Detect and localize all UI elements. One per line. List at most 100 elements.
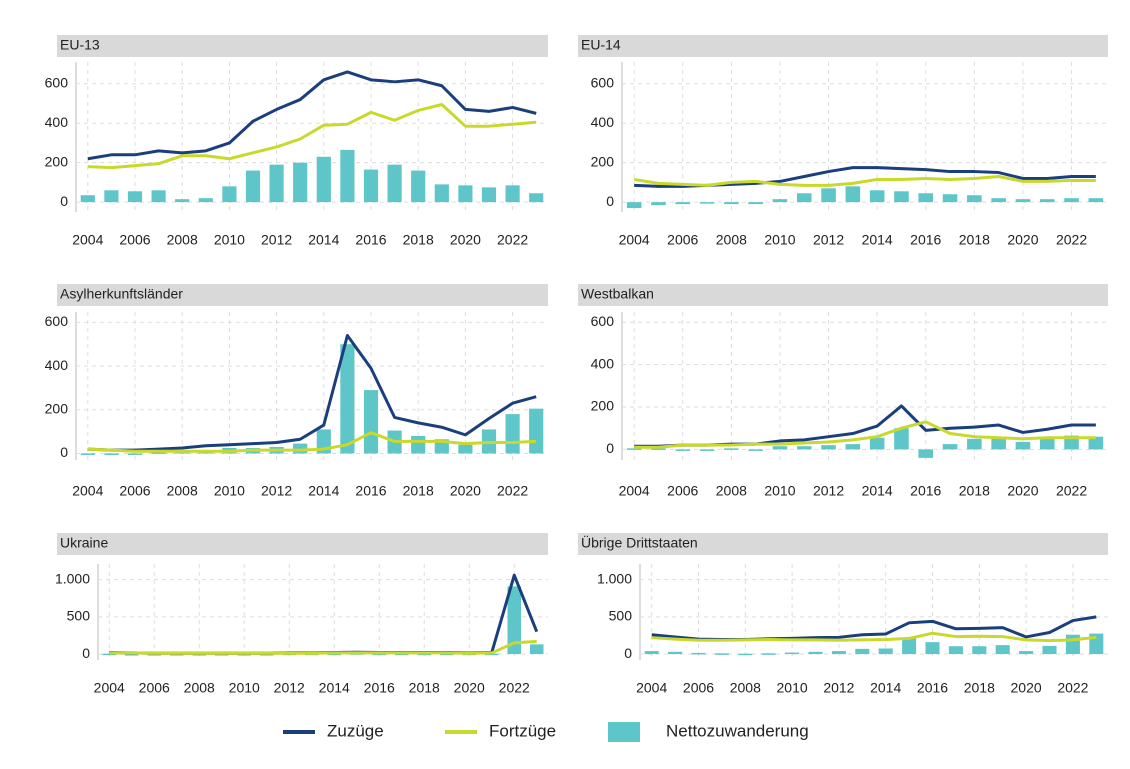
bar (363, 169, 379, 203)
bar (387, 164, 402, 203)
bar (845, 444, 861, 450)
bar (363, 390, 379, 454)
bar (481, 187, 497, 203)
x-tick-label: 2008 (716, 483, 747, 499)
series-line (87, 333, 537, 452)
bar (995, 645, 1010, 655)
panel-header (57, 284, 548, 306)
bar (699, 202, 715, 204)
x-tick-label: 2014 (862, 483, 893, 499)
bar (821, 188, 836, 203)
bar (1042, 645, 1057, 655)
bar (796, 446, 812, 450)
x-tick-label: 2022 (497, 232, 528, 248)
bar (1019, 651, 1034, 655)
bar (831, 651, 846, 655)
series-line (87, 431, 537, 453)
bar (458, 185, 473, 203)
bar (1015, 441, 1031, 450)
y-tick-label: 200 (45, 153, 69, 169)
bar (411, 170, 426, 203)
bar (845, 186, 861, 203)
x-tick-label: 2004 (72, 483, 103, 499)
bar (411, 435, 426, 454)
bar (668, 651, 683, 655)
x-tick-label: 2016 (355, 483, 386, 499)
bar (1088, 198, 1104, 203)
bar (293, 443, 308, 454)
x-tick-label: 2008 (716, 232, 747, 248)
x-tick-label: 2018 (409, 680, 440, 696)
bar (80, 195, 95, 203)
x-tick-label: 2016 (355, 232, 386, 248)
bar (675, 202, 691, 205)
x-tick-label: 2020 (454, 680, 485, 696)
bar (942, 194, 958, 203)
panel-header (57, 35, 548, 57)
x-tick-label: 2014 (308, 483, 339, 499)
bar (434, 184, 449, 203)
series-line (651, 615, 1097, 642)
x-tick-label: 2006 (667, 483, 698, 499)
series-line (87, 70, 537, 161)
x-tick-label: 2022 (1056, 232, 1087, 248)
x-tick-label: 2010 (764, 232, 795, 248)
bar (507, 586, 521, 655)
bar (821, 445, 836, 450)
bar (748, 449, 763, 451)
bar (714, 653, 729, 655)
bar (316, 156, 331, 203)
y-tick-label: 1.000 (597, 570, 632, 586)
y-tick-label: 400 (591, 114, 615, 130)
bar (972, 646, 987, 655)
x-tick-label: 2012 (823, 680, 854, 696)
bar (748, 202, 763, 205)
bar (942, 444, 958, 450)
y-tick-label: 0 (606, 193, 614, 209)
x-tick-label: 2018 (959, 483, 990, 499)
bar (925, 642, 940, 655)
bar (644, 651, 659, 655)
bar (1015, 199, 1031, 203)
bar (724, 202, 739, 205)
x-tick-label: 2020 (1007, 483, 1038, 499)
panel-header (57, 533, 548, 555)
x-tick-label: 2020 (450, 483, 481, 499)
panel-title: Asylherkunftsländer (60, 286, 183, 302)
legend-label: Fortzüge (489, 721, 556, 740)
bar (675, 449, 691, 451)
x-tick-label: 2020 (450, 232, 481, 248)
x-tick-label: 2014 (870, 680, 901, 696)
x-tick-label: 2006 (139, 680, 170, 696)
y-tick-label: 600 (45, 313, 69, 329)
x-tick-label: 2010 (229, 680, 260, 696)
bar (127, 453, 143, 455)
x-tick-label: 2008 (167, 483, 198, 499)
y-tick-label: 200 (591, 153, 615, 169)
x-tick-label: 2016 (910, 483, 941, 499)
bar (869, 190, 885, 203)
x-tick-label: 2008 (184, 680, 215, 696)
bar (878, 648, 893, 655)
y-tick-label: 400 (591, 355, 615, 371)
x-tick-label: 2016 (910, 232, 941, 248)
bar (772, 446, 788, 450)
bar (1065, 634, 1080, 655)
series-line (633, 174, 1096, 187)
panel-header (578, 284, 1108, 306)
bar (458, 444, 473, 454)
x-tick-label: 2004 (94, 680, 125, 696)
x-tick-label: 2004 (619, 483, 650, 499)
bar (991, 198, 1006, 203)
bar (530, 644, 544, 655)
series-line (634, 420, 1096, 449)
bar (269, 164, 284, 203)
bar (340, 344, 355, 454)
bar (967, 438, 982, 450)
bar (894, 428, 909, 450)
x-tick-label: 2010 (214, 483, 245, 499)
x-tick-label: 2004 (72, 232, 103, 248)
y-tick-label: 600 (591, 74, 615, 90)
bar (902, 638, 917, 655)
bar (855, 648, 870, 655)
